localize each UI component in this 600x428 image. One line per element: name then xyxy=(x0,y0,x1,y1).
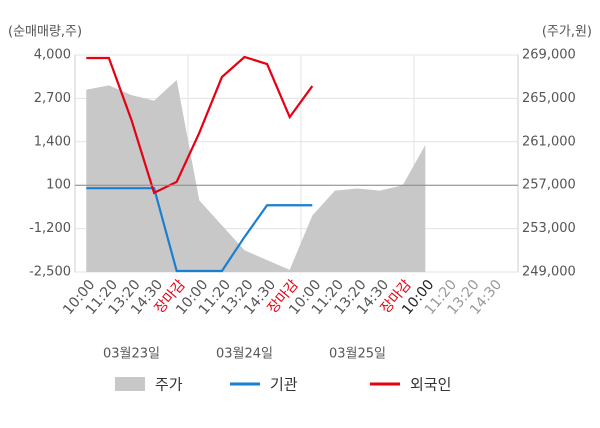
price-area xyxy=(86,79,426,272)
y-tick-label: 100 xyxy=(46,178,71,193)
y-tick-label: -1,200 xyxy=(29,221,71,236)
y-tick-label: -2,500 xyxy=(29,265,71,280)
y2-tick-label: 253,000 xyxy=(522,221,576,236)
legend-swatch xyxy=(115,377,145,391)
y2-tick-label: 257,000 xyxy=(522,178,576,193)
day-label: 03월25일 xyxy=(329,347,386,362)
legend-label: 주가 xyxy=(155,376,183,394)
y2-tick-label: 265,000 xyxy=(522,91,576,106)
y2-tick-label: 269,000 xyxy=(522,48,576,63)
y-tick-label: 4,000 xyxy=(34,48,71,63)
day-label: 03월23일 xyxy=(103,347,160,362)
y-tick-label: 1,400 xyxy=(34,134,71,149)
series-line xyxy=(86,187,313,273)
y-tick-label: 2,700 xyxy=(34,91,71,106)
series-line xyxy=(86,55,314,195)
legend-item: 기관 xyxy=(230,376,298,394)
day-label: 03월24일 xyxy=(216,347,273,362)
legend-label: 외국인 xyxy=(410,376,451,394)
y2-tick-label: 249,000 xyxy=(522,265,576,280)
y2-axis-label: (주가,원) xyxy=(542,25,592,40)
legend-item: 외국인 xyxy=(370,376,451,394)
y-axis-label: (순매매량,주) xyxy=(8,25,82,40)
legend-label: 기관 xyxy=(270,376,298,394)
y2-tick-label: 261,000 xyxy=(522,134,576,149)
legend-item: 주가 xyxy=(115,376,183,394)
